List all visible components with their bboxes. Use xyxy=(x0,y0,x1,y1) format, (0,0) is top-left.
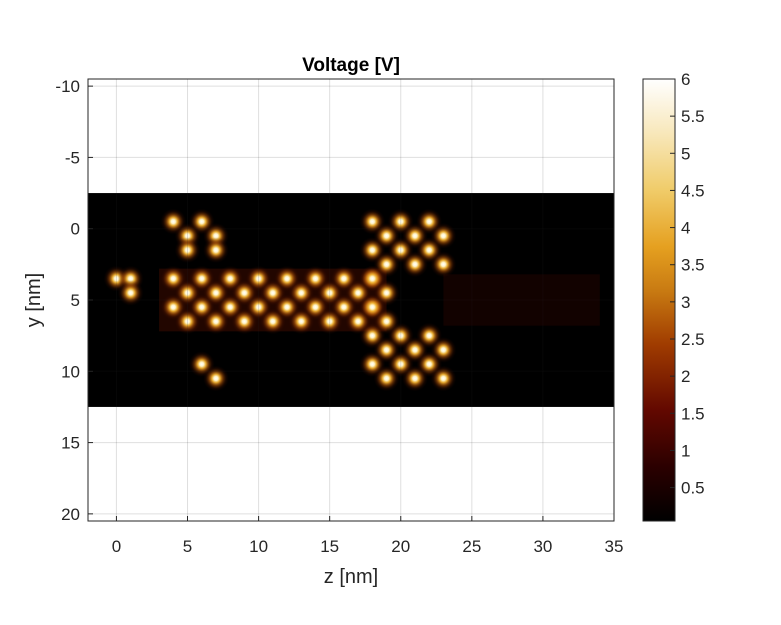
x-tick-label: 5 xyxy=(183,537,192,556)
voltage-peak xyxy=(430,365,457,392)
colorbar-gradient-bar xyxy=(642,78,676,522)
colorbar-tick-label: 2 xyxy=(681,367,690,386)
voltage-peak xyxy=(373,365,400,392)
x-tick-label: 15 xyxy=(320,537,339,556)
y-axis: -10 -5 0 5 10 15 20 xyxy=(55,77,93,524)
y-axis-label: y [nm] xyxy=(23,273,45,327)
colorbar-tick-label: 0.5 xyxy=(681,479,705,498)
voltage-peak xyxy=(373,308,400,335)
colorbar-tick-label: 4.5 xyxy=(681,181,705,200)
y-tick-label: 10 xyxy=(61,362,80,381)
colorbar-tick-label: 5 xyxy=(681,144,690,163)
voltage-peak xyxy=(202,365,229,392)
colorbar-tick-label: 3.5 xyxy=(681,256,705,275)
y-tick-label: 5 xyxy=(71,291,80,310)
voltage-peak xyxy=(401,365,428,392)
colorbar-tick-label: 3 xyxy=(681,293,690,312)
voltage-peak xyxy=(259,308,286,335)
colorbar-tick-label: 5.5 xyxy=(681,107,705,126)
colorbar-tick-label: 2.5 xyxy=(681,330,705,349)
colorbar-ticks: 0.5 1 1.5 2 2.5 3 3.5 4 4.5 5 5.5 6 xyxy=(670,70,705,498)
voltage-peak xyxy=(202,308,229,335)
x-tick-label: 20 xyxy=(391,537,410,556)
voltage-peak xyxy=(202,237,229,264)
colorbar-tick-label: 6 xyxy=(681,70,690,89)
grid-lines xyxy=(88,79,614,521)
y-tick-label: -5 xyxy=(65,148,80,167)
voltage-peak xyxy=(174,308,201,335)
x-axis: 0 5 10 15 20 25 30 35 xyxy=(112,516,624,556)
y-tick-label: -10 xyxy=(55,77,80,96)
voltage-peaks xyxy=(103,208,457,392)
voltage-peak xyxy=(174,237,201,264)
colorbar-tick-label: 4 xyxy=(681,219,690,238)
voltage-peak xyxy=(231,308,258,335)
colorbar: 0.5 1 1.5 2 2.5 3 3.5 4 4.5 5 5.5 6 xyxy=(642,70,705,522)
right-tail-halo xyxy=(443,274,600,326)
x-tick-label: 0 xyxy=(112,537,121,556)
x-tick-label: 25 xyxy=(462,537,481,556)
chart-title: Voltage [V] xyxy=(302,55,400,76)
heatmap-layer xyxy=(88,193,614,407)
voltage-peak xyxy=(288,308,315,335)
x-tick-label: 10 xyxy=(249,537,268,556)
colorbar-tick-label: 1.5 xyxy=(681,404,705,423)
y-tick-label: 15 xyxy=(61,434,80,453)
x-tick-label: 35 xyxy=(605,537,624,556)
y-tick-label: 20 xyxy=(61,505,80,524)
voltage-peak xyxy=(117,279,144,306)
y-tick-label: 0 xyxy=(71,220,80,239)
voltage-peak xyxy=(401,251,428,278)
voltage-peak xyxy=(316,308,343,335)
voltage-peak xyxy=(430,251,457,278)
x-tick-label: 30 xyxy=(533,537,552,556)
x-axis-label: z [nm] xyxy=(324,566,378,588)
colorbar-tick-label: 1 xyxy=(681,441,690,460)
